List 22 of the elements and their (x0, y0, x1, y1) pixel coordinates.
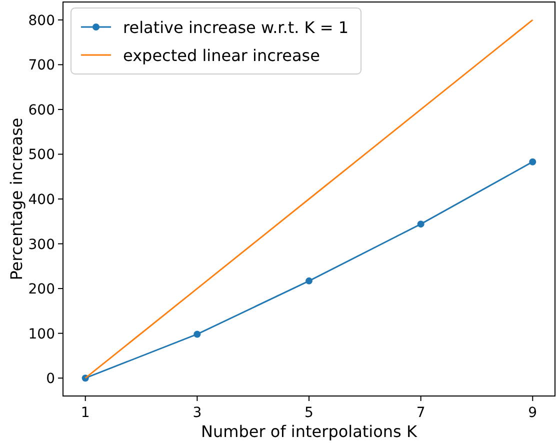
y-tick-label: 100 (28, 326, 55, 342)
y-tick-label: 600 (28, 102, 55, 118)
y-tick-label: 400 (28, 192, 55, 208)
x-axis-title: Number of interpolations K (201, 422, 418, 441)
y-tick-label: 300 (28, 236, 55, 253)
x-tick-label: 7 (416, 405, 426, 421)
point (306, 277, 312, 284)
x-tick-label: 3 (192, 405, 202, 421)
legend-label: relative increase w.r.t. K = 1 (123, 18, 349, 37)
point (417, 220, 424, 228)
y-tick-label: 0 (46, 371, 55, 388)
legend-label: expected linear increase (123, 46, 320, 65)
x-tick-label: 9 (528, 405, 538, 421)
point (194, 330, 201, 338)
y-tick-label: 700 (28, 58, 55, 74)
y-axis-title: Percentage increase (7, 118, 26, 280)
y-tick-label: 500 (28, 147, 55, 164)
point (529, 158, 536, 166)
x-tick-label: 1 (80, 405, 90, 421)
y-tick-label: 200 (28, 282, 55, 298)
x-tick-label: 5 (304, 405, 314, 421)
y-tick-label: 800 (28, 12, 55, 29)
